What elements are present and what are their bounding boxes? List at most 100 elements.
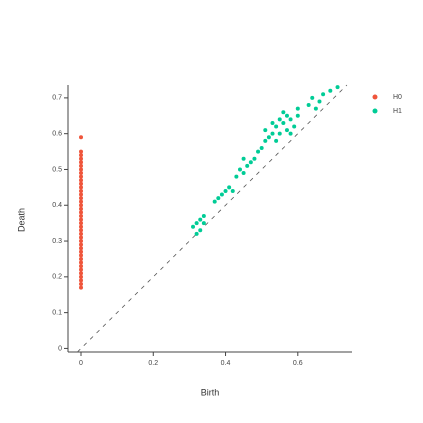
point	[313, 106, 318, 111]
point	[274, 138, 279, 143]
point	[79, 256, 84, 261]
point	[79, 221, 84, 226]
point	[259, 145, 264, 150]
y-tick-label: 0.1	[52, 309, 62, 316]
point	[277, 117, 282, 122]
legend-marker	[372, 108, 378, 114]
point	[201, 221, 206, 226]
point	[79, 281, 84, 286]
point	[79, 178, 84, 183]
point	[79, 188, 84, 193]
point	[79, 224, 84, 229]
point	[79, 274, 84, 279]
point	[281, 120, 286, 125]
point	[306, 103, 311, 108]
point	[79, 149, 84, 154]
point	[241, 171, 246, 176]
legend-marker	[372, 94, 378, 100]
point	[295, 113, 300, 118]
point	[191, 224, 196, 229]
point	[79, 156, 84, 161]
diagonal	[77, 84, 348, 353]
point	[263, 128, 268, 133]
y-tick-label: 0.7	[52, 95, 62, 102]
x-tick-label: 0	[79, 360, 83, 367]
point	[79, 246, 84, 251]
point	[245, 163, 250, 168]
point	[277, 131, 282, 136]
point	[198, 228, 203, 233]
point	[295, 106, 300, 111]
point	[288, 117, 293, 122]
point	[79, 231, 84, 236]
point	[328, 88, 333, 93]
point	[212, 199, 217, 204]
point	[79, 185, 84, 190]
point	[201, 213, 206, 218]
x-tick-label: 0.2	[148, 360, 158, 367]
y-tick-label: 0.3	[52, 238, 62, 245]
point	[79, 235, 84, 240]
y-tick-label: 0.4	[52, 202, 62, 209]
y-tick-label: 0.2	[52, 274, 62, 281]
point	[335, 85, 340, 90]
point	[79, 249, 84, 254]
point	[79, 267, 84, 272]
point	[79, 171, 84, 176]
point	[79, 160, 84, 165]
point	[270, 131, 275, 136]
point	[256, 149, 261, 154]
point	[317, 99, 322, 104]
point	[310, 95, 315, 100]
point	[288, 131, 293, 136]
point	[79, 217, 84, 222]
point	[79, 260, 84, 265]
point	[274, 124, 279, 129]
point	[270, 120, 275, 125]
point	[79, 203, 84, 208]
point	[79, 167, 84, 172]
point	[194, 231, 199, 236]
point	[219, 192, 224, 197]
point	[79, 196, 84, 201]
point	[79, 228, 84, 233]
point	[79, 210, 84, 215]
point	[248, 160, 253, 165]
legend-label: H0	[393, 94, 402, 101]
point	[79, 153, 84, 158]
point	[79, 181, 84, 186]
point	[263, 138, 268, 143]
y-tick-label: 0	[58, 345, 62, 352]
point	[79, 174, 84, 179]
point	[281, 110, 286, 115]
point	[230, 188, 235, 193]
point	[321, 92, 326, 97]
point	[79, 213, 84, 218]
x-tick-label: 0.6	[293, 360, 303, 367]
point	[216, 196, 221, 201]
point	[79, 206, 84, 211]
point	[79, 239, 84, 244]
x-tick-label: 0.4	[221, 360, 231, 367]
y-axis-title: Death	[16, 208, 26, 232]
y-tick-label: 0.6	[52, 131, 62, 138]
point	[292, 124, 297, 129]
point	[79, 135, 84, 140]
point	[79, 242, 84, 247]
point	[194, 221, 199, 226]
point	[223, 188, 228, 193]
point	[284, 128, 289, 133]
point	[266, 135, 271, 140]
point	[284, 113, 289, 118]
point	[227, 185, 232, 190]
point	[79, 199, 84, 204]
point	[241, 156, 246, 161]
point	[237, 167, 242, 172]
point	[198, 217, 203, 222]
point	[79, 285, 84, 290]
point	[234, 174, 239, 179]
legend-label: H1	[393, 108, 402, 115]
point	[252, 156, 257, 161]
y-tick-label: 0.5	[52, 166, 62, 173]
